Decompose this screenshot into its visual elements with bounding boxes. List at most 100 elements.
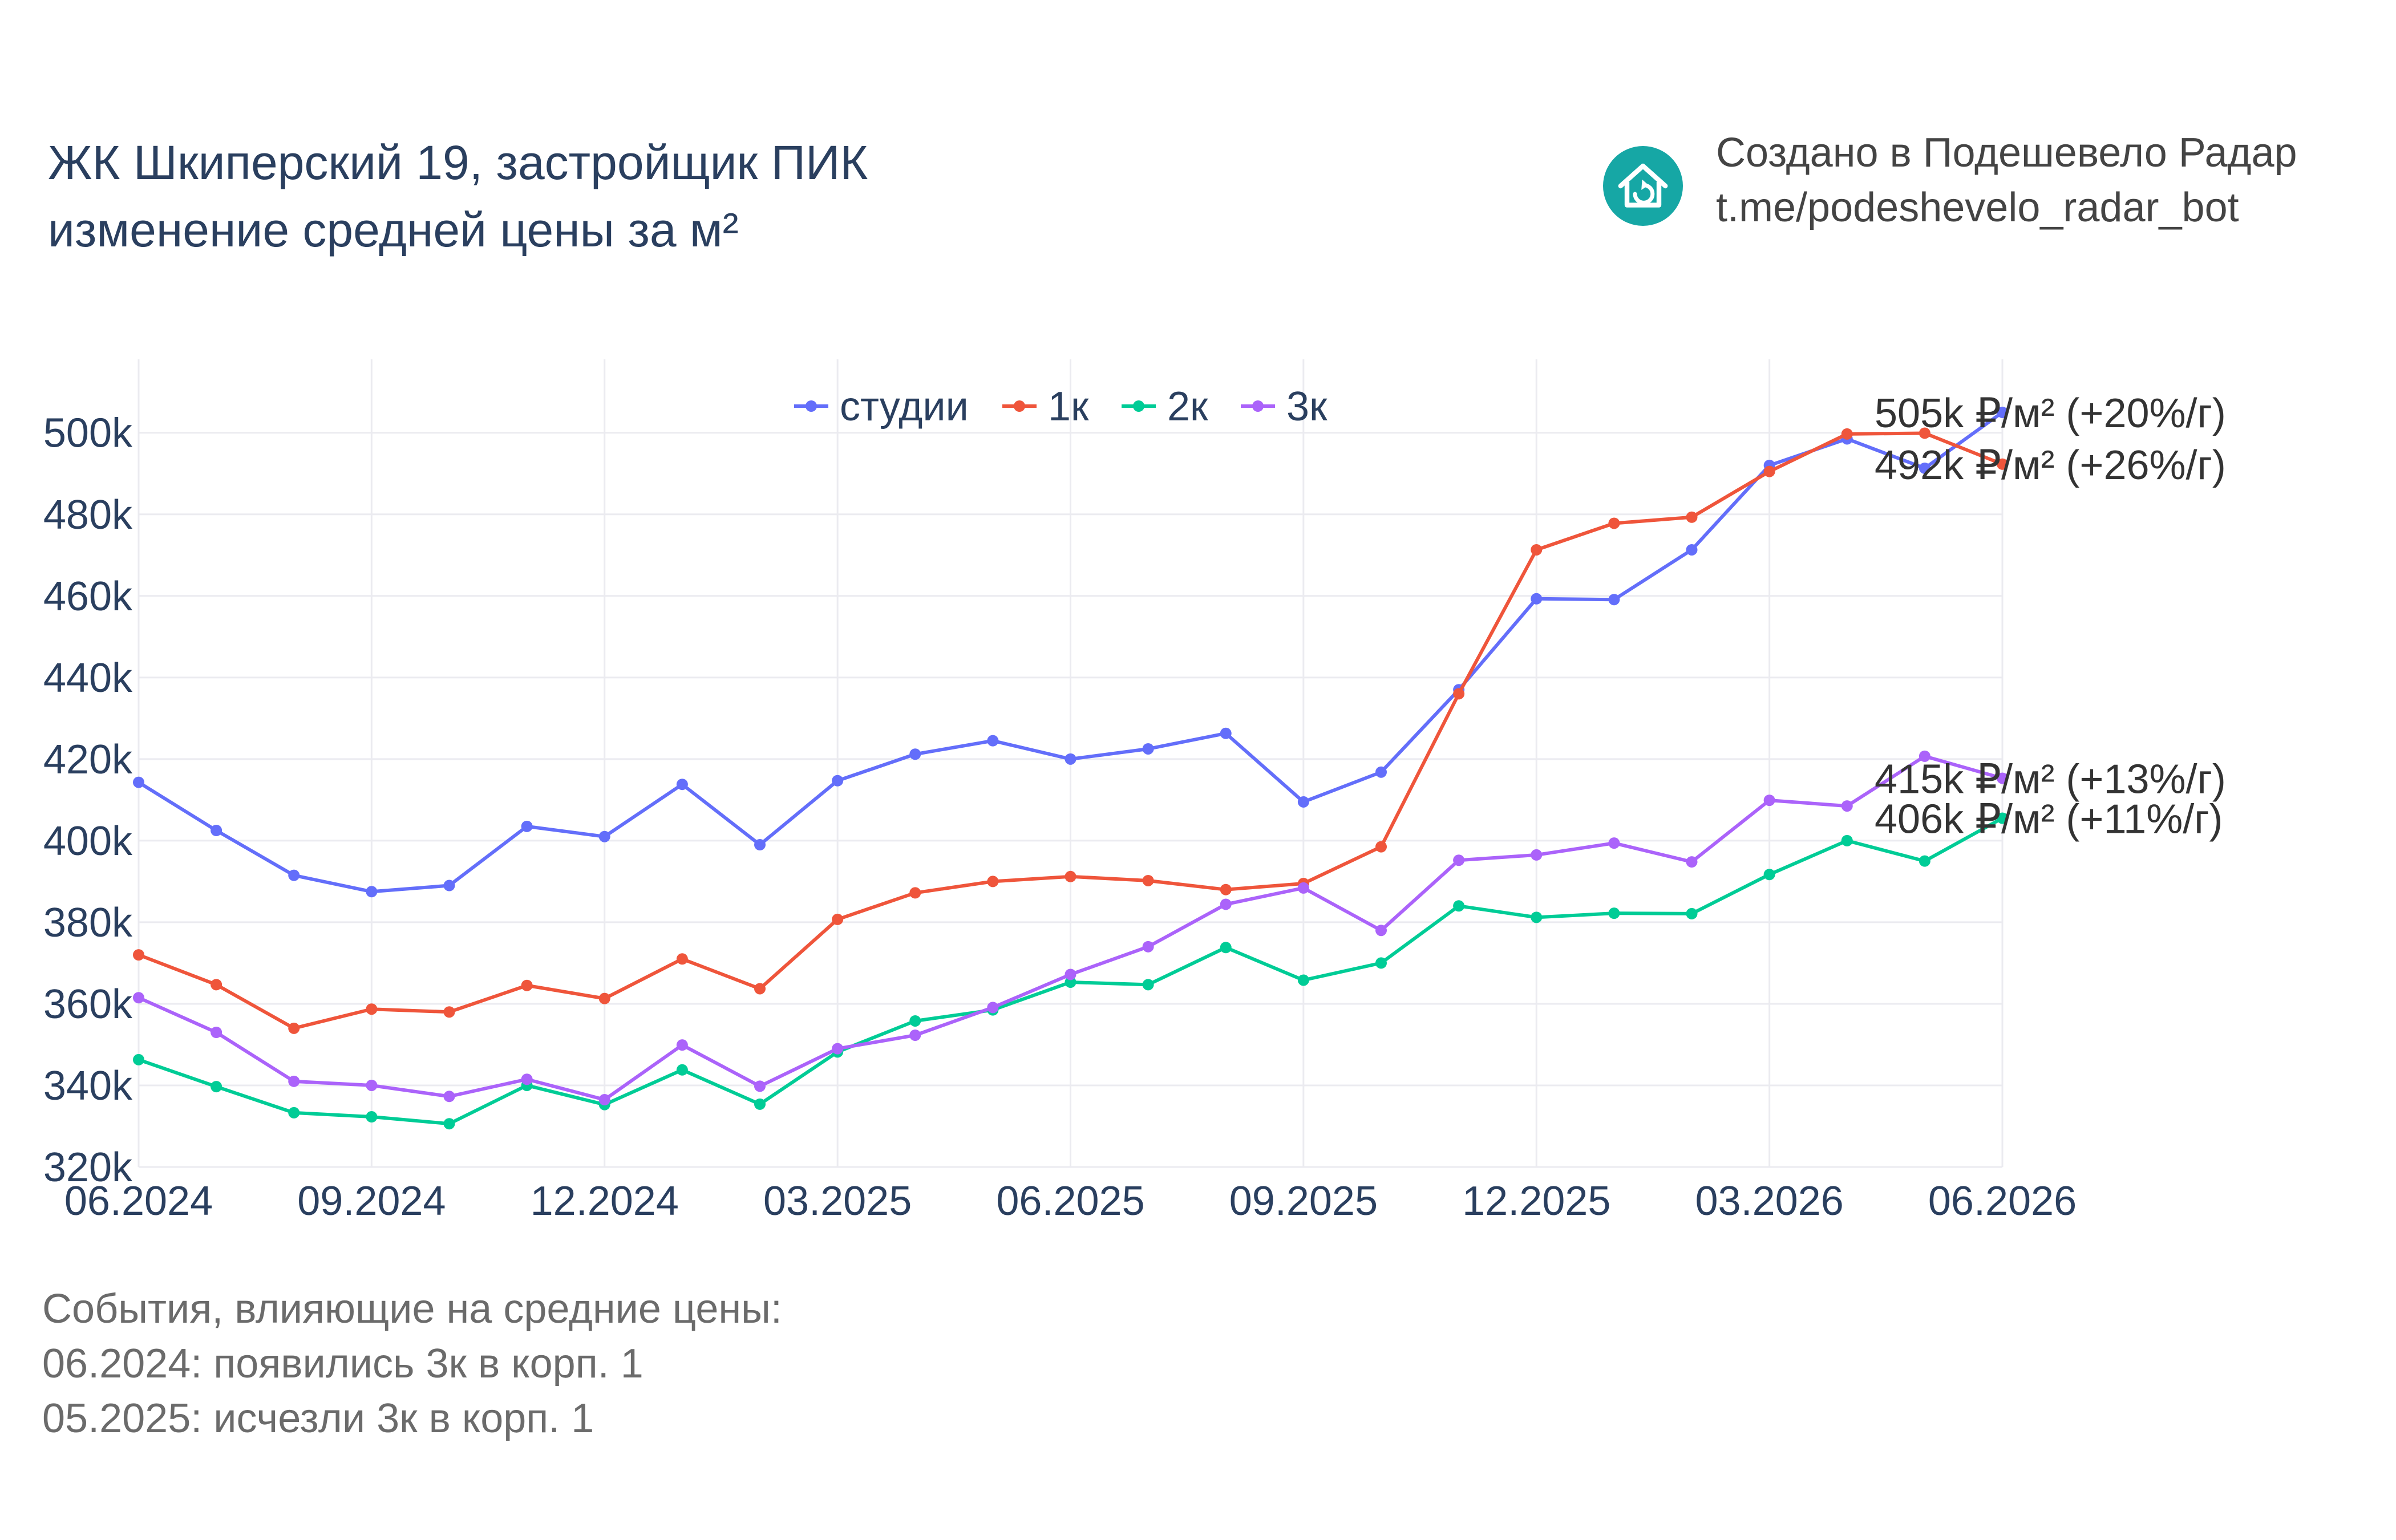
data-point: [1608, 517, 1620, 529]
data-point: [443, 1118, 455, 1130]
data-point: [1841, 428, 1853, 440]
data-point: [133, 1053, 144, 1065]
data-point: [987, 735, 999, 747]
y-tick-label: 340k: [43, 1063, 133, 1109]
data-point: [1531, 593, 1543, 605]
data-point: [1453, 854, 1465, 866]
data-point: [754, 983, 766, 995]
data-point: [1919, 750, 1930, 762]
y-tick-label: 480k: [43, 492, 133, 538]
end-value-label: 415k ₽/м² (+13%/г): [1875, 756, 2226, 802]
data-point: [1142, 743, 1154, 755]
x-tick-label: 06.2024: [64, 1178, 213, 1224]
data-point: [754, 1098, 766, 1110]
data-point: [598, 830, 610, 842]
data-point: [1531, 544, 1543, 556]
data-point: [1220, 884, 1232, 895]
data-point: [1375, 957, 1387, 969]
y-tick-label: 500k: [43, 411, 133, 456]
data-point: [1453, 900, 1465, 912]
data-point: [754, 839, 766, 851]
data-point: [1997, 772, 2008, 784]
legend-label: 3к: [1286, 384, 1327, 429]
data-point: [366, 1111, 378, 1123]
data-point: [1763, 465, 1775, 477]
data-point: [1297, 796, 1309, 808]
data-point: [832, 913, 844, 925]
chart-title: ЖК Шкиперский 19, застройщик ПИК изменен…: [48, 129, 868, 264]
legend-label: студии: [840, 384, 969, 429]
title-line-1: ЖК Шкиперский 19, застройщик ПИК: [48, 136, 868, 189]
data-point: [1531, 849, 1543, 861]
y-tick-label: 360k: [43, 982, 133, 1027]
data-point: [1997, 812, 2008, 824]
data-point: [1608, 837, 1620, 849]
data-point: [133, 776, 144, 788]
data-point: [1297, 882, 1309, 894]
data-point: [133, 949, 144, 961]
data-point: [1220, 727, 1232, 739]
data-point: [521, 1073, 533, 1085]
end-value-label: 492k ₽/м² (+26%/г): [1875, 443, 2226, 488]
data-point: [521, 979, 533, 991]
credit-line-1: Создано в Подешевело Радар: [1716, 130, 2297, 176]
data-point: [521, 820, 533, 832]
data-point: [288, 1107, 300, 1118]
x-tick-label: 09.2025: [1229, 1178, 1378, 1224]
data-point: [598, 1094, 610, 1105]
data-point: [1919, 427, 1930, 439]
data-point: [1686, 511, 1698, 523]
data-point: [443, 1006, 455, 1018]
data-point: [909, 1015, 921, 1027]
data-point: [676, 1064, 688, 1076]
data-point: [1142, 941, 1154, 953]
data-point: [288, 1022, 300, 1034]
data-point: [1841, 800, 1853, 812]
data-point: [1375, 841, 1387, 853]
data-point: [909, 887, 921, 899]
data-point: [1142, 979, 1154, 991]
data-point: [1997, 406, 2008, 418]
data-point: [1763, 869, 1775, 881]
data-point: [288, 869, 300, 881]
data-point: [211, 979, 222, 991]
y-tick-label: 420k: [43, 737, 133, 783]
data-point: [443, 880, 455, 891]
data-point: [1686, 907, 1698, 919]
x-tick-label: 12.2025: [1462, 1178, 1610, 1224]
end-value-label: 505k ₽/м² (+20%/г): [1875, 391, 2226, 436]
data-point: [1065, 968, 1076, 980]
data-point: [1453, 688, 1465, 700]
x-tick-label: 06.2026: [1928, 1178, 2077, 1224]
y-tick-label: 460k: [43, 574, 133, 619]
data-point: [676, 1039, 688, 1051]
y-tick-label: 400k: [43, 818, 133, 864]
data-point: [987, 876, 999, 887]
data-point: [1531, 911, 1543, 923]
end-value-label: 406k ₽/м² (+11%/г): [1875, 797, 2223, 842]
data-point: [211, 1027, 222, 1038]
data-point: [366, 1079, 378, 1091]
legend-marker: [1133, 400, 1144, 412]
events-note: События, влияющие на средние цены: 06.20…: [42, 1282, 782, 1446]
data-point: [909, 1030, 921, 1041]
data-point: [1220, 942, 1232, 954]
data-point: [1375, 766, 1387, 778]
data-point: [1608, 594, 1620, 606]
legend-marker: [1252, 400, 1264, 412]
data-point: [211, 825, 222, 836]
data-point: [1997, 458, 2008, 470]
house-refresh-icon: [1603, 146, 1683, 226]
legend-marker: [1014, 400, 1025, 412]
credit-bot-link[interactable]: t.me/podeshevelo_radar_bot: [1716, 185, 2239, 230]
data-point: [754, 1080, 766, 1092]
credit: Создано в Подешевело Радар t.me/podeshev…: [1716, 125, 2297, 235]
data-point: [598, 992, 610, 1004]
data-point: [676, 953, 688, 965]
data-point: [987, 1002, 999, 1014]
title-line-2: изменение средней цены за м²: [48, 203, 739, 257]
data-point: [133, 992, 144, 1004]
x-tick-label: 03.2026: [1695, 1178, 1843, 1224]
data-point: [1065, 753, 1076, 765]
data-point: [1686, 856, 1698, 868]
